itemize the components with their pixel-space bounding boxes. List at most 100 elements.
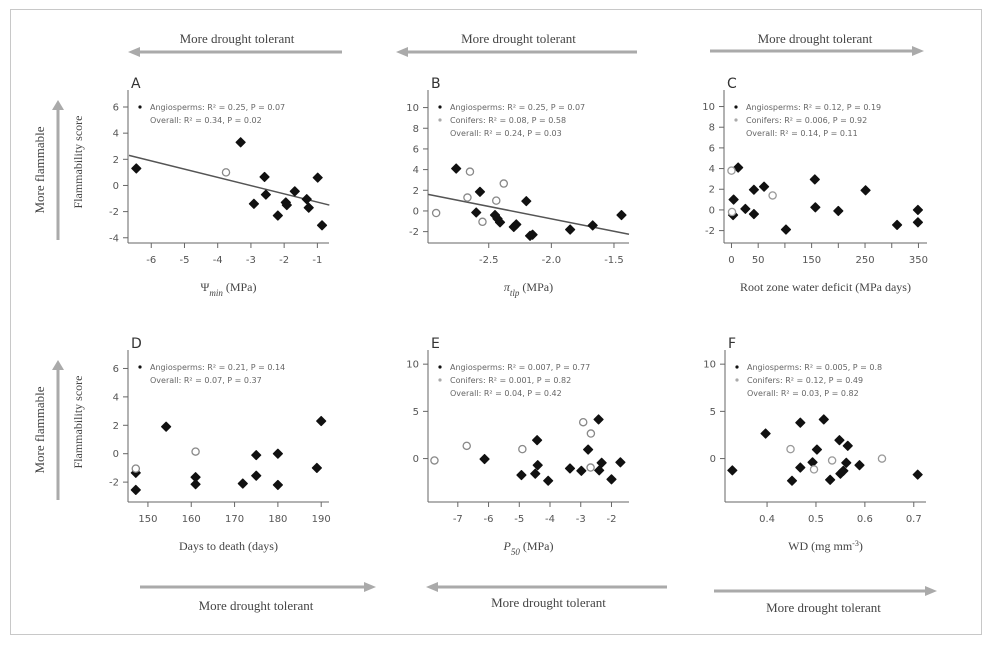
y-tick-label: 6 <box>413 144 419 155</box>
data-point-angiosperm <box>259 171 270 183</box>
data-point-conifer <box>827 456 837 465</box>
drought-tolerant-label: More drought tolerant <box>199 598 314 613</box>
drought-tolerant-label: More drought tolerant <box>461 31 576 46</box>
x-tick-label: -2.0 <box>542 255 562 266</box>
data-point-angiosperm <box>471 207 482 218</box>
data-point-angiosperm <box>564 463 576 474</box>
x-tick-label: 170 <box>225 514 244 525</box>
y-tick-label: 8 <box>413 124 419 135</box>
data-point-angiosperm <box>451 163 462 174</box>
y-tick-label: 10 <box>406 103 419 114</box>
data-point-conifer <box>430 456 439 465</box>
arrow-right-icon <box>912 46 924 56</box>
data-point-angiosperm <box>516 469 527 481</box>
data-point-conifer <box>786 444 795 454</box>
data-point-angiosperm <box>780 224 792 235</box>
x-tick-label: -4 <box>545 514 555 525</box>
x-tick-label: 0.5 <box>808 514 824 525</box>
data-point-angiosperm <box>818 414 829 425</box>
y-axis-label: Flammability score <box>71 376 85 469</box>
data-point-angiosperm <box>251 450 262 461</box>
regression-line <box>128 154 330 206</box>
data-point-angiosperm <box>190 479 201 490</box>
data-point-angiosperm <box>795 462 806 473</box>
data-point-angiosperm <box>740 203 751 214</box>
drought-tolerant-label: More drought tolerant <box>180 31 295 46</box>
x-axis-label: Days to death (days) <box>179 539 278 553</box>
panel-letter: A <box>131 76 141 92</box>
y-tick-label: 4 <box>413 165 419 176</box>
y-tick-label: 10 <box>703 360 716 371</box>
y-tick-label: 4 <box>113 392 119 403</box>
panel-e: More drought tolerant E 0 5 10 -7 -6 -5 -4 -3 -2 P5… <box>406 336 667 610</box>
drought-arrow-e: More drought tolerant <box>426 582 667 610</box>
arrow-left-icon <box>396 47 408 57</box>
data-point-conifer <box>492 196 501 205</box>
data-point-angiosperm <box>596 457 607 468</box>
drought-arrow-c: More drought tolerant <box>710 31 924 56</box>
data-point-angiosperm <box>527 229 538 240</box>
data-point-angiosperm <box>251 470 262 481</box>
x-axis-label-part: 50 <box>511 547 521 557</box>
data-point-conifer <box>191 447 200 456</box>
y-tick-label: 10 <box>702 102 715 113</box>
x-tick-label: -3 <box>576 514 586 525</box>
data-point-conifer <box>727 166 736 175</box>
data-point-angiosperm <box>161 421 172 432</box>
data-point-angiosperm <box>760 428 771 439</box>
data-point-conifer <box>586 463 595 472</box>
data-point-angiosperm <box>131 163 142 174</box>
data-point-angiosperm <box>912 217 924 228</box>
y-tick-label: 2 <box>113 155 119 166</box>
data-point-angiosperm <box>842 440 853 451</box>
data-point-conifer <box>499 179 509 188</box>
data-point-angiosperm <box>130 484 141 496</box>
legend-entry: Overall: R² = 0.24, P = 0.03 <box>450 129 562 138</box>
data-point-angiosperm <box>786 475 798 486</box>
data-point-angiosperm <box>474 186 486 197</box>
data-point-angiosperm <box>272 210 283 221</box>
legend-marker-conifers <box>734 118 738 122</box>
legend-entry: Angiosperms: R² = 0.25, P = 0.07 <box>150 103 285 112</box>
panel-letter: D <box>131 336 142 352</box>
data-point-angiosperm <box>312 172 323 183</box>
x-tick-label: 190 <box>312 514 331 525</box>
x-axis-label-part: Ψ <box>200 280 209 294</box>
arrow-left-icon <box>426 582 438 592</box>
data-point-angiosperm <box>303 202 314 213</box>
arrow-right-icon <box>364 582 376 592</box>
data-point-conifer <box>727 207 737 217</box>
x-tick-label: -6 <box>146 255 156 266</box>
data-point-angiosperm <box>316 220 328 231</box>
y-tick-label: -2 <box>109 207 119 218</box>
data-point-angiosperm <box>511 219 522 230</box>
x-tick-label: -5 <box>514 514 524 525</box>
up-arrow-icon <box>52 100 64 110</box>
x-tick-label: 160 <box>182 514 201 525</box>
x-axis-label: πtlp (MPa) <box>504 280 553 298</box>
x-tick-label: -4 <box>213 255 223 266</box>
x-axis-label: WD (mg mm-3) <box>788 539 863 554</box>
x-axis-label-part: (MPa) <box>519 280 553 294</box>
y-tick-label: 5 <box>710 407 716 418</box>
legend-entry: Angiosperms: R² = 0.25, P = 0.07 <box>450 103 585 112</box>
data-point-angiosperm <box>606 474 617 485</box>
y-tick-label: 2 <box>113 421 119 432</box>
x-axis-label: Ψmin (MPa) <box>200 280 256 298</box>
data-point-angiosperm <box>281 199 292 211</box>
y-tick-label: -2 <box>705 226 715 237</box>
data-point-conifer <box>586 429 596 438</box>
data-point-conifer <box>431 208 441 218</box>
data-point-conifer <box>518 444 527 454</box>
data-point-angiosperm <box>615 457 626 468</box>
data-point-angiosperm <box>811 444 823 455</box>
y-tick-label: 6 <box>709 143 715 154</box>
legend-entry: Conifers: R² = 0.001, P = 0.82 <box>450 376 571 385</box>
data-point-angiosperm <box>616 209 627 221</box>
y-tick-label: 8 <box>709 123 715 134</box>
x-tick-label: -2.5 <box>479 255 499 266</box>
data-point-angiosperm <box>810 202 821 213</box>
data-point-angiosperm <box>854 460 865 471</box>
legend-entry: Overall: R² = 0.14, P = 0.11 <box>746 129 858 138</box>
x-tick-label: 0.7 <box>906 514 922 525</box>
